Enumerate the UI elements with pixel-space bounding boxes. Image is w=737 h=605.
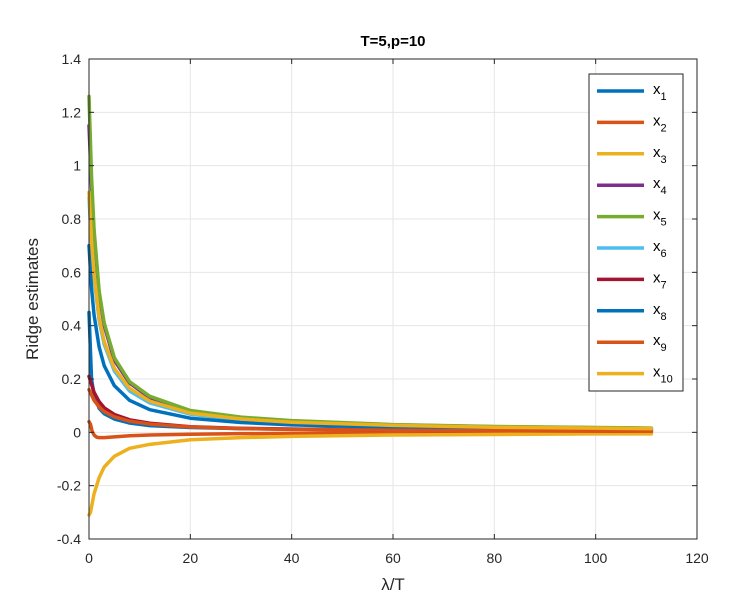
x-tick-label: 20 bbox=[183, 550, 199, 566]
y-tick-label: 0 bbox=[73, 424, 81, 440]
x-tick-label: 80 bbox=[487, 550, 503, 566]
series-layer bbox=[87, 94, 654, 517]
y-tick-label: 1 bbox=[73, 158, 81, 174]
series-line-x10 bbox=[87, 190, 654, 431]
x-tick-label: 0 bbox=[85, 550, 93, 566]
y-tick-label: -0.2 bbox=[57, 478, 81, 494]
x-axis-title: λ/T bbox=[381, 575, 405, 594]
x-ticks: 0 20 40 60 80 100 120 bbox=[85, 59, 709, 566]
series-line-x9 bbox=[87, 387, 654, 434]
x-tick-label: 40 bbox=[284, 550, 300, 566]
series-line-x3 bbox=[87, 432, 654, 517]
y-axis-title: Ridge estimates bbox=[23, 238, 42, 360]
series-line-x2 bbox=[87, 419, 654, 440]
y-tick-label: 0.2 bbox=[62, 371, 82, 387]
x-tick-label: 100 bbox=[584, 550, 608, 566]
x-tick-label: 120 bbox=[685, 550, 709, 566]
chart-title: T=5,p=10 bbox=[360, 33, 425, 50]
y-tick-label: 1.2 bbox=[62, 104, 82, 120]
y-tick-label: 0.4 bbox=[62, 318, 82, 334]
y-tick-label: 0.6 bbox=[62, 264, 82, 280]
x-tick-label: 60 bbox=[385, 550, 401, 566]
y-tick-label: 1.4 bbox=[62, 51, 82, 67]
y-tick-label: 0.8 bbox=[62, 211, 82, 227]
y-tick-label: -0.4 bbox=[57, 531, 81, 547]
y-ticks: -0.4 -0.2 0 0.2 0.4 0.6 0.8 1 1.2 1.4 bbox=[57, 51, 697, 547]
legend-box bbox=[588, 73, 684, 392]
